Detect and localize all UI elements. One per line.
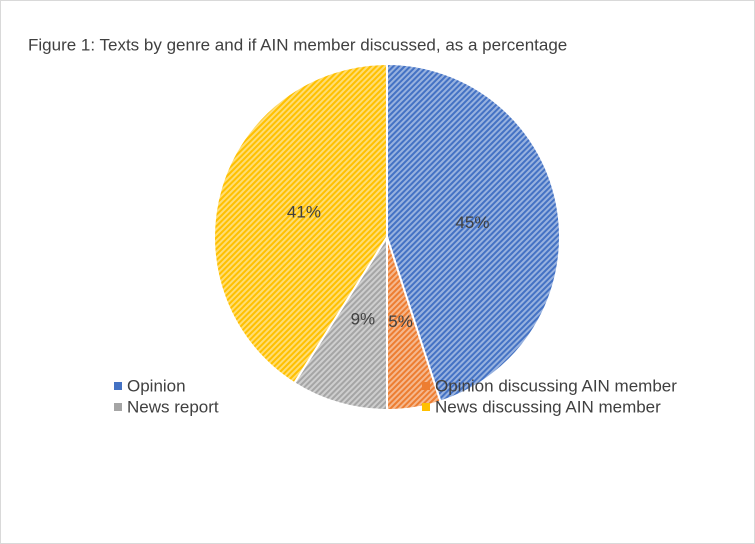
data-label: 45% (455, 213, 489, 232)
chart-title: Figure 1: Texts by genre and if AIN memb… (28, 35, 567, 54)
legend-label: Opinion discussing AIN member (435, 376, 677, 395)
legend-swatch (114, 382, 122, 390)
pie-slice (386, 62, 562, 403)
legend-swatch (422, 403, 430, 411)
data-label: 5% (388, 312, 413, 331)
legend-label: Opinion (127, 376, 186, 395)
data-label: 41% (287, 202, 321, 221)
pie-slice (292, 233, 388, 412)
legend-label: News report (127, 397, 219, 416)
legend-swatch (422, 382, 430, 390)
legend-label: News discussing AIN member (435, 397, 661, 416)
data-label: 9% (351, 310, 376, 329)
pie-slice (213, 62, 388, 385)
legend-swatch (114, 403, 122, 411)
